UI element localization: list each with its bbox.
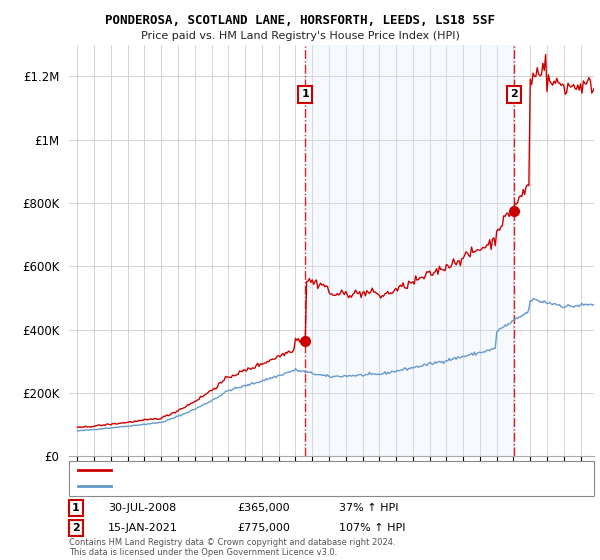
Text: 2: 2 [72, 523, 80, 533]
Text: 2: 2 [510, 89, 518, 99]
Text: HPI: Average price, detached house, Leeds: HPI: Average price, detached house, Leed… [117, 481, 331, 491]
Text: Contains HM Land Registry data © Crown copyright and database right 2024.
This d: Contains HM Land Registry data © Crown c… [69, 538, 395, 557]
Text: 37% ↑ HPI: 37% ↑ HPI [339, 503, 398, 513]
Text: Price paid vs. HM Land Registry's House Price Index (HPI): Price paid vs. HM Land Registry's House … [140, 31, 460, 41]
Text: 107% ↑ HPI: 107% ↑ HPI [339, 523, 406, 533]
Text: PONDEROSA, SCOTLAND LANE, HORSFORTH, LEEDS, LS18 5SF (detached house): PONDEROSA, SCOTLAND LANE, HORSFORTH, LEE… [117, 465, 520, 475]
Text: £775,000: £775,000 [237, 523, 290, 533]
Text: PONDEROSA, SCOTLAND LANE, HORSFORTH, LEEDS, LS18 5SF: PONDEROSA, SCOTLAND LANE, HORSFORTH, LEE… [105, 14, 495, 27]
Bar [305, 45, 514, 456]
Text: 15-JAN-2021: 15-JAN-2021 [108, 523, 178, 533]
Text: 30-JUL-2008: 30-JUL-2008 [108, 503, 176, 513]
Text: £365,000: £365,000 [237, 503, 290, 513]
Text: 1: 1 [72, 503, 80, 513]
Text: 1: 1 [301, 89, 309, 99]
